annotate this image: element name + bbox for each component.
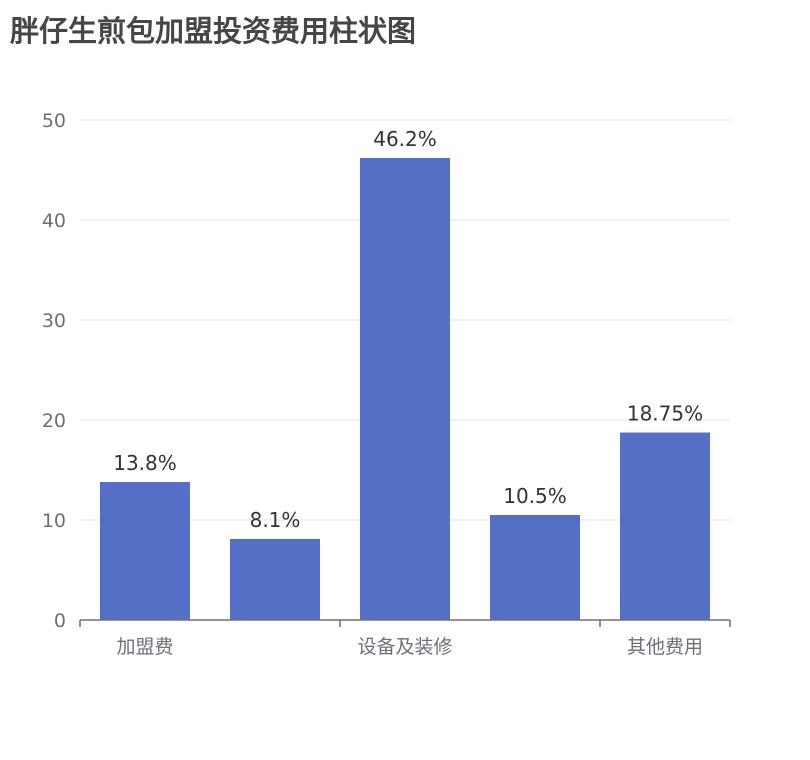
data-label: 18.75% (627, 402, 703, 426)
y-tick-label: 10 (42, 510, 66, 532)
data-label: 10.5% (503, 484, 567, 508)
x-tick-label: 其他费用 (627, 636, 703, 658)
chart-title: 胖仔生煎包加盟投资费用柱状图 (10, 14, 417, 48)
x-tick-label: 加盟费 (116, 636, 173, 658)
data-label: 8.1% (250, 508, 301, 532)
y-tick-label: 20 (42, 410, 66, 432)
y-tick-label: 30 (42, 310, 66, 332)
data-label: 46.2% (373, 127, 437, 151)
y-tick-label: 40 (42, 210, 66, 232)
x-tick-label: 设备及装修 (357, 636, 452, 658)
bar (100, 482, 190, 620)
bar (230, 539, 320, 620)
bar (490, 515, 580, 620)
bar (620, 432, 710, 620)
y-tick-label: 50 (42, 110, 66, 132)
y-tick-label: 0 (54, 610, 66, 632)
data-label: 13.8% (113, 451, 177, 475)
bar (360, 158, 450, 620)
